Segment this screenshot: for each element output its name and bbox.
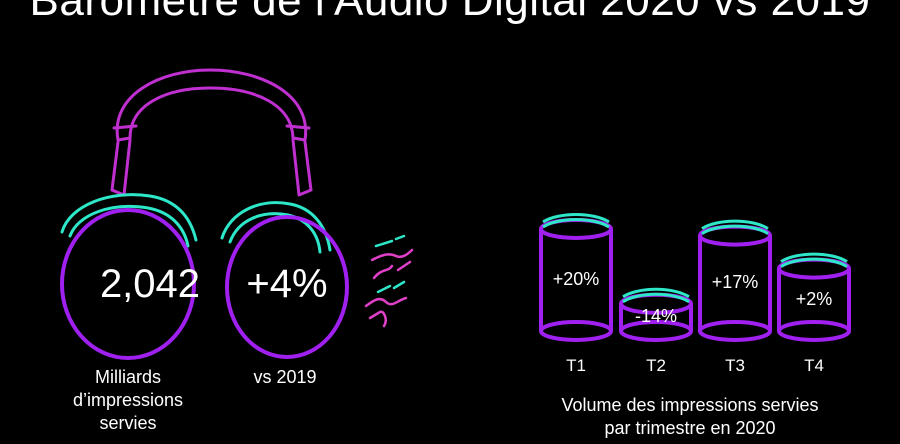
page-title: Baromètre de l'Audio Digital 2020 vs 201… [29,0,871,25]
bar-lid [701,219,769,230]
bar-body [539,229,613,331]
impressions-caption-line-2: d’impressions [72,390,184,410]
impressions-caption-line-3: servies [99,413,157,433]
data-label-t4: +2% [795,289,833,309]
data-label-t2: -14% [634,306,678,326]
headphones-icon [60,68,332,254]
yoy-caption: vs 2019 [253,367,317,387]
bar-body [777,268,851,331]
bar-base [698,320,772,342]
bar-t1 [539,213,613,342]
bar-t2 [619,287,693,342]
yoy-change-value: +4% [246,262,328,306]
bar-lid [780,252,848,263]
bar-lid [542,218,610,229]
data-label-t3: +17% [711,272,759,292]
chart-caption-line-1: Volume des impressions servies [561,395,819,415]
impressions-caption: Milliards d’impressions servies [58,366,198,435]
bar-lid [701,224,769,235]
tick-label-t2: T2 [646,356,666,375]
impressions-caption-line-1: Milliards [94,367,161,387]
tick-label-t1: T1 [566,356,586,375]
bar-base [619,320,693,342]
data-label-t1: +20% [552,269,600,289]
bar-base [777,320,851,342]
chart-caption-line-2: par trimestre en 2020 [604,418,776,438]
bar-body [619,303,693,331]
tick-label-t4: T4 [804,356,824,375]
bar-base [539,320,613,342]
bar-t4 [777,252,851,342]
left-earcup-circle [60,208,196,360]
bar-lid [542,213,610,224]
sound-wave-icon [364,234,414,328]
bar-t3 [698,219,772,342]
tick-label-t3: T3 [725,356,745,375]
bar-lid [622,292,690,304]
impressions-total-value: 2,042 [99,262,201,306]
bar-lid [622,287,690,299]
bar-lid [780,257,848,268]
chart-caption: Volume des impressions servies par trime… [520,394,860,440]
right-earcup-circle [225,215,349,359]
bar-body [698,235,772,331]
bar-chart [539,213,851,342]
